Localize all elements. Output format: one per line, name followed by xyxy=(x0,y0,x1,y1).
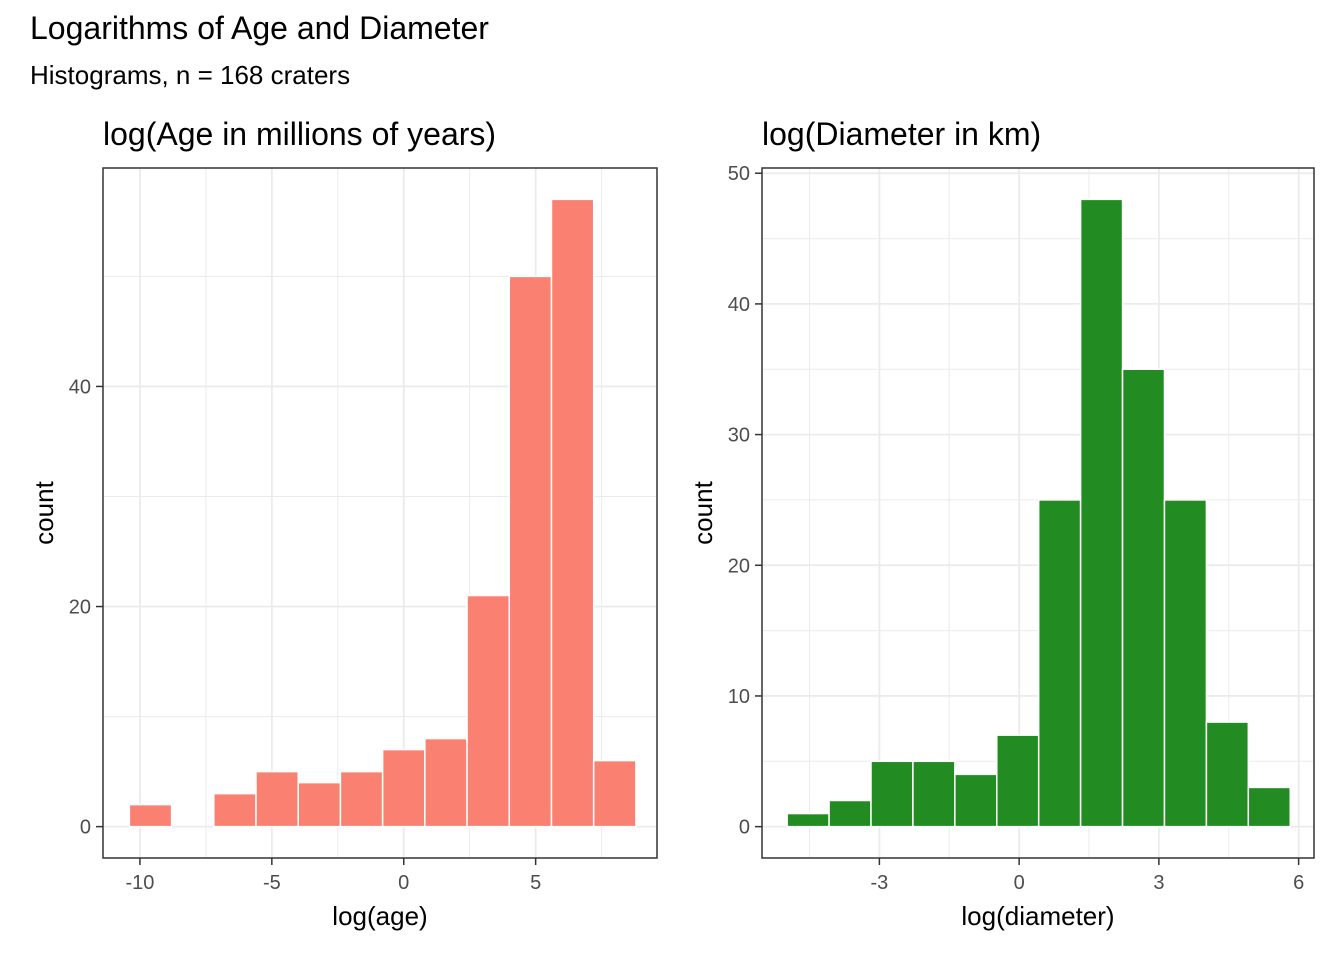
diameter-y-axis-title: count xyxy=(688,480,718,544)
age-x-tick-label: 0 xyxy=(398,872,409,894)
diameter-x-tick-label: 3 xyxy=(1153,872,1164,894)
age-x-tick-label: -10 xyxy=(125,872,154,894)
age-histogram-bar xyxy=(255,770,299,828)
diameter-histogram-bar xyxy=(1205,721,1250,828)
age-x-axis-title: log(age) xyxy=(332,901,427,931)
diameter-histogram-bar xyxy=(828,799,872,828)
diameter-histogram-bar xyxy=(1121,368,1166,828)
age-y-tick-label: 20 xyxy=(69,597,91,619)
diameter-y-tick-label: 50 xyxy=(728,163,750,185)
diameter-y-tick-label: 30 xyxy=(728,425,750,447)
age-histogram-bar xyxy=(466,594,511,828)
age-panel-title: log(Age in millions of years) xyxy=(103,116,496,152)
age-y-axis-title: count xyxy=(29,480,59,544)
age-histogram-bar xyxy=(213,792,257,828)
diameter-histogram-bar xyxy=(786,812,830,828)
diameter-histogram-bar xyxy=(912,760,956,828)
age-x-tick-label: -5 xyxy=(263,872,281,894)
diameter-histogram-bar xyxy=(1247,786,1291,828)
diameter-y-tick-label: 20 xyxy=(728,555,750,577)
diameter-plot-border xyxy=(761,167,1315,859)
diameter-histogram-bar xyxy=(1079,198,1124,828)
diameter-histogram-panel: -3 0 3 6 0 10 20 30 40 50 log(Diameter in km) log(d… xyxy=(688,116,1315,931)
diameter-histogram-bar xyxy=(954,773,998,828)
age-histogram-bar xyxy=(339,770,384,828)
diameter-x-tick-label: 0 xyxy=(1014,872,1025,894)
diameter-histogram-bar xyxy=(1163,499,1208,828)
diameter-y-tick-label: 10 xyxy=(728,686,750,708)
age-histogram-bar xyxy=(381,748,426,828)
diameter-histogram-bar xyxy=(996,734,1040,828)
diameter-histogram-bar xyxy=(870,760,914,828)
age-y-tick-label: 0 xyxy=(80,817,91,839)
age-histogram-panel: -10 -5 0 5 0 20 40 log(Age in millions of years… xyxy=(29,116,658,931)
diameter-x-tick-label: -3 xyxy=(870,872,888,894)
age-histogram-bar xyxy=(297,781,342,828)
age-y-tick-label: 40 xyxy=(69,376,91,398)
age-x-tick-label: 5 xyxy=(530,872,541,894)
age-histogram-bar xyxy=(508,275,553,828)
age-histogram-bar xyxy=(550,198,595,828)
age-plot-border xyxy=(102,167,658,859)
diameter-y-tick-label: 40 xyxy=(728,294,750,316)
page-subtitle: Histograms, n = 168 craters xyxy=(30,60,351,90)
age-histogram-bar xyxy=(128,803,173,828)
diameter-x-axis-title: log(diameter) xyxy=(961,901,1114,931)
diameter-x-tick-label: 6 xyxy=(1293,872,1304,894)
page-title: Logarithms of Age and Diameter xyxy=(30,10,489,46)
diameter-panel-title: log(Diameter in km) xyxy=(762,116,1041,152)
diameter-y-tick-label: 0 xyxy=(739,817,750,839)
age-histogram-bar xyxy=(424,737,468,828)
age-histogram-bar xyxy=(592,759,637,828)
diameter-histogram-bar xyxy=(1037,499,1082,828)
